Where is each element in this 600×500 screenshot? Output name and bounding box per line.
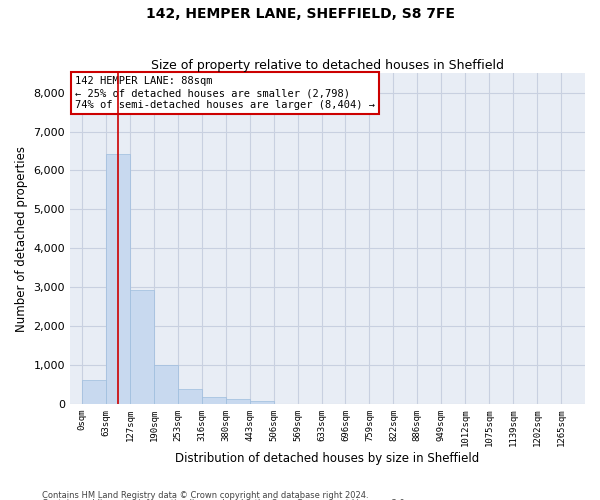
Y-axis label: Number of detached properties: Number of detached properties	[15, 146, 28, 332]
Bar	[106, 154, 130, 404]
Title: Size of property relative to detached houses in Sheffield: Size of property relative to detached ho…	[151, 59, 504, 72]
Bar	[130, 290, 154, 404]
Bar	[82, 380, 106, 404]
Bar	[226, 399, 250, 404]
Bar	[250, 401, 274, 404]
X-axis label: Distribution of detached houses by size in Sheffield: Distribution of detached houses by size …	[175, 452, 479, 465]
Bar	[154, 365, 178, 404]
Bar	[178, 389, 202, 404]
Text: 142, HEMPER LANE, SHEFFIELD, S8 7FE: 142, HEMPER LANE, SHEFFIELD, S8 7FE	[146, 8, 455, 22]
Bar	[202, 397, 226, 404]
Text: Contains HM Land Registry data © Crown copyright and database right 2024.: Contains HM Land Registry data © Crown c…	[42, 490, 368, 500]
Text: 142 HEMPER LANE: 88sqm
← 25% of detached houses are smaller (2,798)
74% of semi-: 142 HEMPER LANE: 88sqm ← 25% of detached…	[75, 76, 375, 110]
